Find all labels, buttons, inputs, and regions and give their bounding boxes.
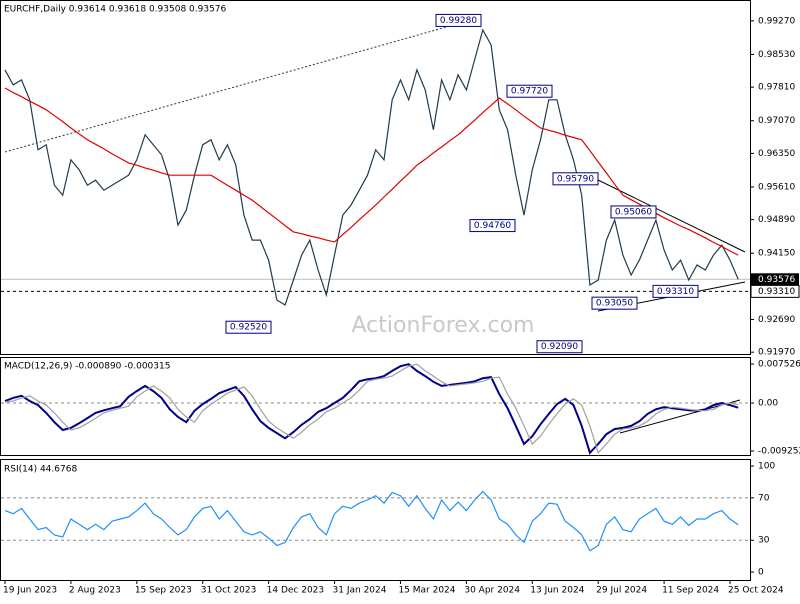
annotation-label: 0.97720 xyxy=(511,87,548,97)
series-line xyxy=(4,87,739,256)
x-tick-label: 13 Jun 2024 xyxy=(530,586,584,596)
y-tick-label: 100 xyxy=(758,462,775,472)
y-tick-label: 0.95610 xyxy=(758,182,795,192)
series-line xyxy=(4,28,739,306)
annotation-box xyxy=(552,172,599,186)
annotation-label: 0.95790 xyxy=(557,174,594,184)
annotation-label: 0.92520 xyxy=(230,323,267,333)
y-tick-label: 0.94890 xyxy=(758,215,795,225)
last-price-label: 0.93576 xyxy=(758,275,795,285)
panel-title: RSI(14) 44.6768 xyxy=(4,465,77,475)
annotation-box xyxy=(225,320,272,334)
x-tick-label: 19 Jun 2023 xyxy=(3,586,57,596)
x-tick-label: 29 Jul 2024 xyxy=(596,586,647,596)
panel-title: EURCHF,Daily 0.93614 0.93618 0.93508 0.9… xyxy=(4,5,227,15)
price-panel xyxy=(0,0,751,355)
trendline xyxy=(597,179,746,253)
y-tick-label: 0.97810 xyxy=(758,83,795,93)
y-tick-label: 0.97070 xyxy=(758,116,795,126)
series-line xyxy=(4,363,739,454)
panel-title: MACD(12,26,9) -0.000890 -0.000315 xyxy=(4,362,170,372)
x-tick-label: 31 Oct 2023 xyxy=(201,586,257,596)
watermark: ActionForex.com xyxy=(352,313,535,338)
annotation-box xyxy=(591,296,638,310)
last-price-box xyxy=(751,273,799,286)
series-line xyxy=(4,490,739,552)
annotation-label: 0.92090 xyxy=(541,342,578,352)
support-label: 0.93310 xyxy=(758,287,795,297)
y-tick-label: -0.009252 xyxy=(758,447,800,457)
y-tick-label: 0.98530 xyxy=(758,50,795,60)
x-tick-label: 2 Aug 2023 xyxy=(69,586,121,596)
x-tick-label: 31 Jan 2024 xyxy=(333,586,387,596)
annotation-box xyxy=(469,219,516,233)
annotation-box xyxy=(536,340,583,354)
y-tick-label: 0.99270 xyxy=(758,16,795,26)
x-tick-label: 11 Sep 2024 xyxy=(662,586,719,596)
x-tick-label: 15 Mar 2024 xyxy=(398,586,455,596)
y-tick-label: 30 xyxy=(758,536,770,546)
y-tick-label: 0.96350 xyxy=(758,149,795,159)
x-tick-label: 30 Apr 2024 xyxy=(464,586,520,596)
y-tick-label: 70 xyxy=(758,493,770,503)
y-tick-label: 0.94150 xyxy=(758,249,795,259)
rsi-panel xyxy=(0,459,751,581)
trendline xyxy=(4,17,479,153)
annotation-label: 0.93050 xyxy=(596,299,633,309)
annotation-box xyxy=(435,13,482,27)
y-tick-label: 0.92690 xyxy=(758,315,795,325)
y-tick-label: 0.00 xyxy=(758,399,778,409)
x-tick-label: 25 Oct 2024 xyxy=(728,586,784,596)
y-tick-label: 0.007526 xyxy=(758,360,800,370)
annotation-box xyxy=(506,84,553,98)
annotation-label: 0.99280 xyxy=(440,16,477,26)
support-box xyxy=(750,284,800,298)
annotation-label: 0.93310 xyxy=(657,287,694,297)
annotation-label: 0.94760 xyxy=(474,221,511,231)
annotation-label: 0.95060 xyxy=(615,207,652,217)
macd-panel xyxy=(0,357,751,456)
annotation-box xyxy=(652,284,699,298)
y-tick-label: 0 xyxy=(758,568,764,578)
x-tick-label: 14 Dec 2023 xyxy=(267,586,325,596)
series-line xyxy=(4,363,739,455)
x-tick-label: 15 Sep 2023 xyxy=(135,586,192,596)
y-tick-label: 0.91970 xyxy=(758,348,795,358)
annotation-box xyxy=(610,205,657,219)
